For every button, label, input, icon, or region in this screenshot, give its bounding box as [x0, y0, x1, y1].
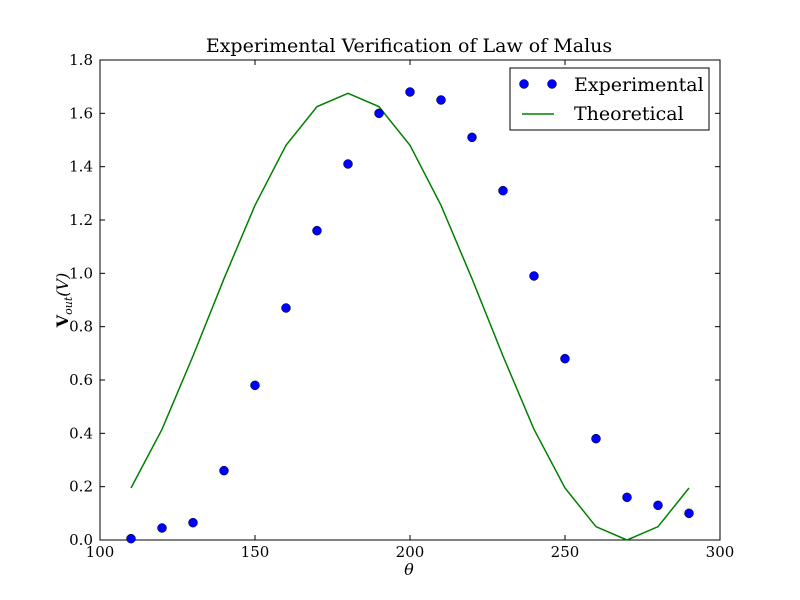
experimental-data-point: [684, 508, 694, 519]
y-tick-label: 0.8: [69, 318, 93, 336]
experimental-data-point: [281, 303, 291, 313]
chart-title: Experimental Verification of Law of Malu…: [206, 35, 612, 57]
x-tick-label: 250: [551, 543, 580, 561]
y-tick-label: 1.8: [69, 51, 93, 69]
y-axis-label: Vout(V): [53, 273, 75, 329]
y-tick-label: 0.6: [69, 371, 93, 389]
y-axis-label-subscript: out: [62, 296, 75, 315]
y-tick-label: 1.6: [69, 104, 93, 122]
experimental-data-point: [374, 108, 384, 119]
experimental-data-point: [467, 132, 477, 143]
experimental-data-point: [343, 159, 353, 169]
y-tick-label: 0.2: [69, 478, 93, 496]
y-tick-label: 1.2: [69, 211, 93, 229]
x-tick-label: 200: [396, 543, 425, 561]
plot-area: 100 150 200 250 300 0.0 0.2 0.4 0.6 0.8 1.0 1.2 1.4 1…: [69, 51, 734, 561]
y-tick-label: 1.4: [69, 158, 93, 176]
x-tick-label: 100: [86, 543, 115, 561]
experimental-data-point: [405, 87, 415, 97]
chart-legend: Experimental Theoretical: [509, 67, 710, 131]
experimental-data-point: [126, 533, 136, 544]
experimental-data-point: [560, 353, 570, 364]
y-axis-label-unit: (V): [53, 273, 72, 297]
experimental-data-point: [498, 185, 508, 196]
legend-experimental-marker-right: [547, 79, 557, 89]
experimental-data-point: [436, 95, 446, 105]
experimental-data-point: [312, 225, 322, 236]
legend-experimental-label: Experimental: [574, 74, 704, 96]
experimental-data-point: [622, 492, 632, 503]
experimental-data-point: [529, 271, 539, 281]
experimental-data-point: [250, 380, 260, 391]
experimental-data-point: [157, 523, 167, 533]
y-tick-label: 1.0: [69, 264, 93, 282]
legend-box: [509, 67, 710, 131]
legend-experimental-marker-left: [519, 79, 529, 89]
experimental-data-point: [591, 433, 601, 444]
x-tick-label: 150: [241, 543, 270, 561]
legend-theoretical-label: Theoretical: [574, 103, 684, 125]
experimental-data-point: [653, 500, 663, 511]
y-axis-label-main: V: [53, 314, 72, 328]
x-tick-label: 300: [706, 543, 735, 561]
y-tick-label: 0.4: [69, 424, 93, 442]
theoretical-series-line: [130, 92, 690, 541]
experimental-data-point: [219, 465, 229, 476]
y-tick-label: 0.0: [69, 531, 93, 549]
x-axis-label: θ: [404, 560, 414, 579]
experimental-data-point: [188, 517, 198, 528]
